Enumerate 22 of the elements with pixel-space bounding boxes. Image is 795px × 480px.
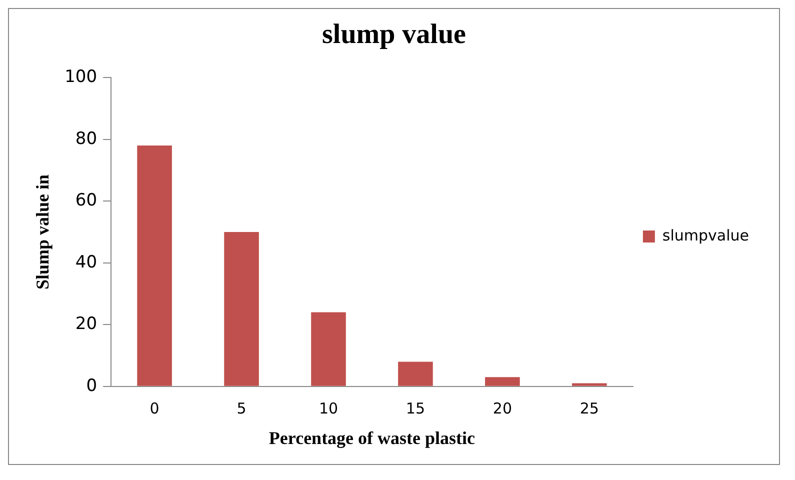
y-tick-label: 100	[64, 67, 98, 88]
y-tick-label: 40	[75, 252, 98, 272]
x-axis-title: Percentage of waste plastic	[268, 428, 476, 448]
bar	[398, 362, 433, 386]
bar	[572, 383, 607, 386]
y-tick-label: 60	[75, 190, 98, 211]
x-tick-label: 20	[492, 399, 512, 418]
y-tick-label: 20	[75, 314, 98, 334]
bar	[224, 232, 259, 386]
bar	[311, 312, 346, 386]
x-tick-label: 10	[318, 399, 338, 418]
y-tick-label: 80	[75, 128, 98, 149]
legend-label: slumpvalue	[662, 226, 750, 244]
x-tick-label: 5	[236, 399, 246, 418]
y-tick-label: 0	[86, 376, 98, 396]
y-axis-title: Slump value in	[32, 174, 52, 290]
bar	[137, 146, 172, 386]
x-tick-label: 0	[150, 399, 160, 418]
bar	[485, 377, 520, 386]
chart-title: slump value	[322, 19, 466, 50]
x-tick-label: 25	[580, 399, 599, 418]
x-tick-label: 15	[406, 399, 426, 418]
